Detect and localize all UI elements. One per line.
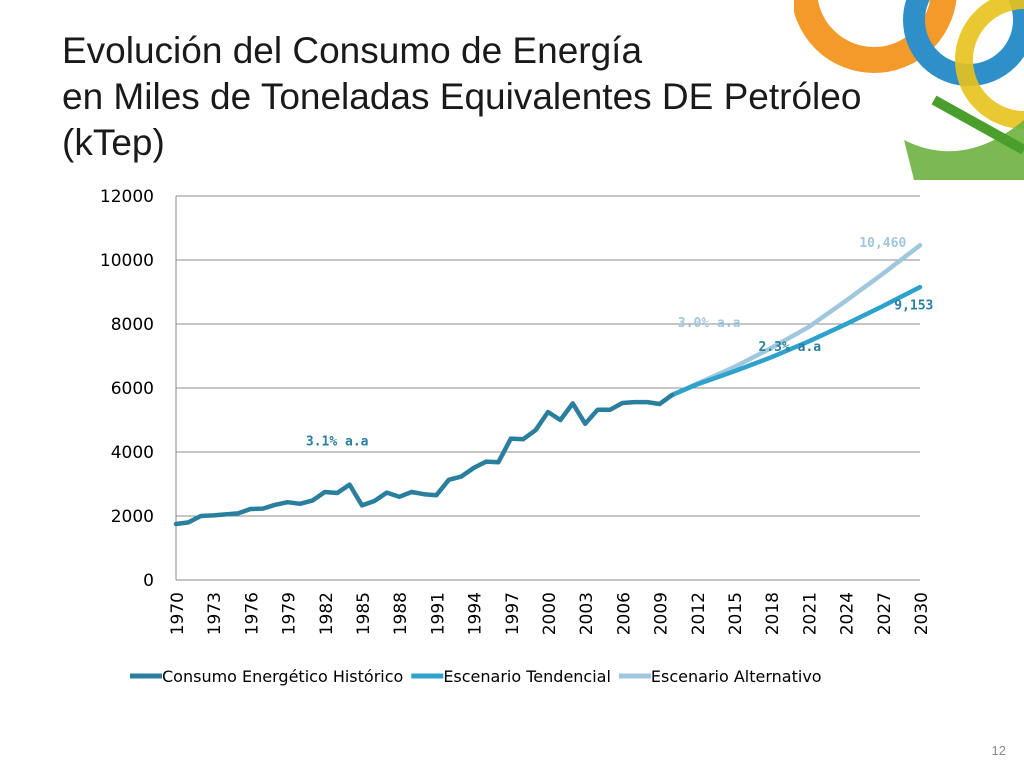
x-tick-label: 1982 (317, 592, 337, 635)
y-tick-label: 10000 (100, 251, 154, 271)
annotation-label: 3.1% a.a (306, 435, 369, 450)
x-tick-label: 2024 (838, 592, 858, 635)
x-tick-label: 1979 (280, 592, 300, 635)
x-tick-label: 2012 (689, 592, 709, 635)
series-lines (173, 243, 923, 527)
x-tick-label: 2027 (875, 592, 895, 635)
x-tick-label: 1985 (354, 592, 374, 635)
x-tick-label: 2006 (614, 592, 634, 635)
x-tick-label: 1970 (168, 592, 188, 635)
x-tick-label: 2030 (912, 592, 932, 635)
page-number: 12 (991, 743, 1006, 758)
series-line-1 (669, 284, 923, 398)
x-tick-label: 1988 (391, 592, 411, 635)
y-tick-label: 0 (143, 571, 154, 591)
x-axis-ticks: 1970 1973 1976 1979 1982 1985 1988 1991 1994 1997… (168, 592, 932, 635)
x-tick-label: 1991 (428, 592, 448, 635)
grid-lines (175, 195, 920, 581)
annotation-label: 3.0% a.a (678, 316, 741, 331)
legend-label: Consumo Energético Histórico (162, 667, 403, 686)
chart-annotations: 3.1% a.a 3.0% a.a 2.3% a.a 10,460 9,153 (306, 236, 933, 449)
x-tick-label: 1973 (205, 592, 225, 635)
series-line-0 (173, 392, 675, 527)
x-tick-label: 2000 (540, 592, 560, 635)
title-line-2: en Miles de Toneladas Equivalentes DE Pe… (62, 76, 862, 117)
decorative-rings-graphic (794, 0, 1024, 180)
x-tick-label: 1976 (242, 592, 262, 635)
legend-label: Escenario Alternativo (651, 667, 822, 686)
annotation-label: 9,153 (894, 299, 933, 314)
y-tick-label: 12000 (100, 187, 154, 207)
x-tick-label: 1994 (466, 592, 486, 635)
y-tick-label: 8000 (111, 315, 154, 335)
x-tick-label: 1997 (503, 592, 523, 635)
legend-label: Escenario Tendencial (443, 667, 611, 686)
title-line-1: Evolución del Consumo de Energía (62, 30, 643, 71)
x-tick-label: 2021 (800, 592, 820, 635)
annotation-label: 10,460 (859, 236, 906, 251)
y-tick-label: 6000 (111, 379, 154, 399)
slide-title: Evolución del Consumo de Energía en Mile… (62, 28, 962, 166)
y-tick-label: 2000 (111, 507, 154, 527)
title-line-3: (kTep) (62, 122, 165, 163)
x-tick-label: 2009 (652, 592, 672, 635)
chart-legend: Consumo Energético Histórico Escenario Te… (130, 667, 822, 686)
y-axis-ticks: 0 2000 4000 6000 8000 10000 12000 (100, 187, 154, 591)
x-tick-label: 2015 (726, 592, 746, 635)
x-tick-label: 2018 (763, 592, 783, 635)
y-tick-label: 4000 (111, 443, 154, 463)
x-tick-label: 2003 (577, 592, 597, 635)
annotation-label: 2.3% a.a (758, 340, 821, 355)
